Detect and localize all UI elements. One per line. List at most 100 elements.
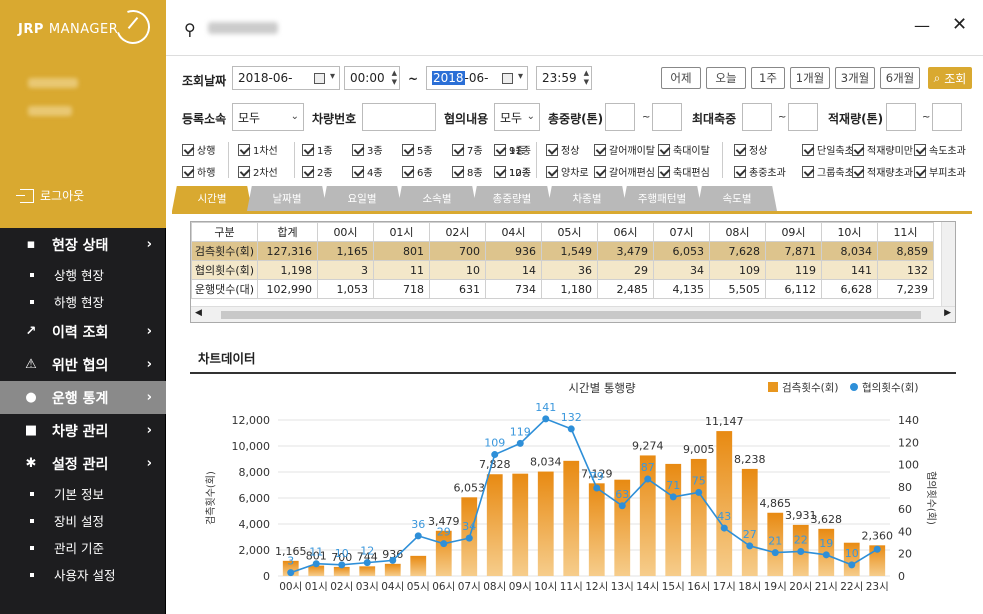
sidebar-item-4[interactable]: ● 운행 통계 › xyxy=(0,381,166,414)
checkbox-checked-icon[interactable] xyxy=(914,143,926,156)
sidebar-item-3[interactable]: ⚠ 위반 협의 › xyxy=(0,348,166,381)
total-weight-max-input[interactable] xyxy=(652,103,682,131)
checkbox-checked-icon[interactable] xyxy=(352,165,364,178)
bar[interactable] xyxy=(843,542,860,576)
filter-checkbox[interactable]: 축대편심 xyxy=(658,164,710,179)
load-max-input[interactable] xyxy=(932,103,962,131)
line-point[interactable] xyxy=(338,561,346,569)
bar[interactable] xyxy=(869,545,886,576)
time-spinner-icon[interactable]: ▲ ▼ xyxy=(391,69,397,86)
submenu-item[interactable]: 하행 현장 xyxy=(0,288,166,315)
checkbox-checked-icon[interactable] xyxy=(402,165,414,178)
logout-button[interactable]: 로그아웃 xyxy=(16,187,84,204)
bar[interactable] xyxy=(716,431,733,576)
bar[interactable] xyxy=(665,463,682,576)
scroll-thumb[interactable] xyxy=(221,311,921,319)
line-point[interactable] xyxy=(389,556,397,564)
bar[interactable] xyxy=(359,566,376,576)
checkbox-checked-icon[interactable] xyxy=(802,143,814,156)
checkbox-checked-icon[interactable] xyxy=(658,165,670,178)
filter-checkbox[interactable]: 정상 xyxy=(546,142,579,157)
filter-checkbox[interactable]: 정상 xyxy=(734,142,767,157)
line-point[interactable] xyxy=(797,547,805,555)
filter-checkbox[interactable]: 축대이탈 xyxy=(658,142,710,157)
filter-checkbox[interactable]: 양차로 xyxy=(546,164,589,179)
line-point[interactable] xyxy=(746,542,754,550)
checkbox-checked-icon[interactable] xyxy=(852,143,864,156)
line-point[interactable] xyxy=(542,415,550,423)
max-axle-min-input[interactable] xyxy=(742,103,772,131)
filter-checkbox[interactable]: 속도초과 xyxy=(914,142,966,157)
bar[interactable] xyxy=(767,512,784,576)
checkbox-checked-icon[interactable] xyxy=(494,143,506,156)
filter-checkbox[interactable]: 2차선 xyxy=(238,164,278,179)
filter-checkbox[interactable]: 갈어깨편심 xyxy=(594,164,655,179)
filter-checkbox[interactable]: 7종 xyxy=(452,142,483,157)
line-point[interactable] xyxy=(618,502,626,510)
period-button[interactable]: 1주 xyxy=(751,67,785,89)
end-time-input[interactable]: 23:59 ▲ ▼ xyxy=(536,66,592,90)
bar[interactable] xyxy=(563,460,580,576)
submenu-item[interactable]: 기본 정보 xyxy=(0,480,166,507)
bar[interactable] xyxy=(410,555,427,576)
tab-8[interactable]: 속도별 xyxy=(697,186,777,211)
bar[interactable] xyxy=(741,468,758,576)
checkbox-checked-icon[interactable] xyxy=(494,165,506,178)
filter-checkbox[interactable]: 1종 xyxy=(302,142,333,157)
filter-checkbox[interactable]: 그룹축초과 xyxy=(802,164,863,179)
checkbox-checked-icon[interactable] xyxy=(594,143,606,156)
period-button[interactable]: 3개월 xyxy=(835,67,875,89)
line-point[interactable] xyxy=(414,532,422,540)
period-button[interactable]: 어제 xyxy=(661,67,701,89)
checkbox-checked-icon[interactable] xyxy=(546,143,558,156)
line-point[interactable] xyxy=(669,493,677,501)
table-row[interactable]: 검측횟수(회) 127,316 1,165 801 700 936 1,549 3,479 6,… xyxy=(191,241,934,261)
tab-2[interactable]: 날짜별 xyxy=(247,186,327,211)
checkbox-checked-icon[interactable] xyxy=(352,143,364,156)
minimize-button[interactable]: — xyxy=(914,16,930,35)
filter-checkbox[interactable]: 11종 xyxy=(494,142,531,157)
line-point[interactable] xyxy=(440,540,448,548)
filter-checkbox[interactable]: 3종 xyxy=(352,142,383,157)
bar[interactable] xyxy=(639,455,656,576)
vertical-scrollbar[interactable] xyxy=(941,222,955,308)
filter-checkbox[interactable]: 6종 xyxy=(402,164,433,179)
bar[interactable] xyxy=(486,474,503,576)
checkbox-checked-icon[interactable] xyxy=(302,143,314,156)
bar[interactable] xyxy=(384,563,401,576)
checkbox-checked-icon[interactable] xyxy=(734,143,746,156)
checkbox-checked-icon[interactable] xyxy=(914,165,926,178)
checkbox-checked-icon[interactable] xyxy=(182,165,194,178)
tab-5[interactable]: 총중량별 xyxy=(472,186,552,211)
start-date-input[interactable]: 2018-06- ▾ xyxy=(232,66,340,90)
end-date-input[interactable]: 2018 -06- ▾ xyxy=(426,66,528,90)
sidebar-item-5[interactable]: ■ 차량 관리 › xyxy=(0,414,166,447)
line-point[interactable] xyxy=(695,488,703,496)
line-point[interactable] xyxy=(516,439,524,447)
total-weight-min-input[interactable] xyxy=(605,103,635,131)
checkbox-checked-icon[interactable] xyxy=(452,165,464,178)
line-point[interactable] xyxy=(644,475,652,483)
checkbox-checked-icon[interactable] xyxy=(852,165,864,178)
submenu-item[interactable]: 관리 기준 xyxy=(0,534,166,561)
calendar-icon[interactable] xyxy=(502,73,513,84)
line-point[interactable] xyxy=(771,549,779,557)
filter-checkbox[interactable]: 상행 xyxy=(182,142,215,157)
time-spinner-icon[interactable]: ▲ ▼ xyxy=(583,69,589,86)
bar[interactable] xyxy=(537,471,554,576)
filter-checkbox[interactable]: 적재량초과 xyxy=(852,164,913,179)
filter-checkbox[interactable]: 부피초과 xyxy=(914,164,966,179)
line-point[interactable] xyxy=(287,569,295,577)
submenu-item[interactable]: 상행 현장 xyxy=(0,261,166,288)
bar[interactable] xyxy=(588,483,605,576)
line-point[interactable] xyxy=(593,484,601,492)
filter-checkbox[interactable]: 2종 xyxy=(302,164,333,179)
checkbox-checked-icon[interactable] xyxy=(546,165,558,178)
filter-checkbox[interactable]: 하행 xyxy=(182,164,215,179)
table-row[interactable]: 운행댓수(대) 102,990 1,053 718 631 734 1,180 2,485 4,… xyxy=(191,279,934,299)
period-button[interactable]: 6개월 xyxy=(880,67,920,89)
table-row[interactable]: 협의횟수(회) 1,198 3 11 10 14 36 29 34 109 119 141 132 xyxy=(191,260,934,280)
tab-1[interactable]: 시간별 xyxy=(172,186,252,211)
line-point[interactable] xyxy=(822,551,830,559)
checkbox-checked-icon[interactable] xyxy=(238,143,250,156)
